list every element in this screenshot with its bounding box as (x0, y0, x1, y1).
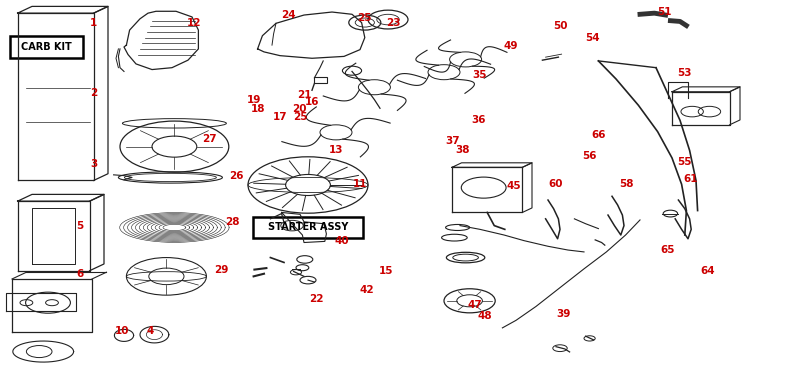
Text: 28: 28 (225, 217, 239, 227)
Text: 16: 16 (305, 97, 319, 106)
Text: 35: 35 (473, 70, 487, 80)
Text: 20: 20 (292, 104, 306, 114)
Text: 11: 11 (353, 179, 367, 189)
Text: 12: 12 (187, 18, 202, 27)
Text: 29: 29 (214, 265, 229, 275)
Text: 3: 3 (90, 159, 98, 168)
Text: STARTER ASSY: STARTER ASSY (268, 222, 348, 232)
Text: 10: 10 (114, 326, 129, 336)
Text: 6: 6 (76, 270, 84, 279)
Text: 61: 61 (683, 174, 698, 183)
Text: 18: 18 (251, 104, 266, 114)
Text: 39: 39 (556, 309, 570, 319)
Text: 23: 23 (386, 18, 401, 27)
Text: 64: 64 (700, 266, 714, 276)
Text: 53: 53 (678, 68, 692, 77)
Text: 19: 19 (247, 95, 262, 105)
Text: 55: 55 (677, 157, 691, 167)
Text: 27: 27 (202, 134, 217, 144)
Bar (314, 77, 327, 83)
Text: 65: 65 (661, 245, 675, 255)
Text: 48: 48 (478, 311, 492, 321)
Text: 36: 36 (471, 115, 486, 124)
Text: 2: 2 (90, 88, 98, 98)
Text: 13: 13 (329, 146, 343, 155)
Text: 25: 25 (294, 112, 308, 121)
Text: 47: 47 (467, 300, 482, 309)
Text: 26: 26 (229, 171, 243, 181)
Text: 60: 60 (549, 179, 563, 189)
Text: 40: 40 (334, 236, 349, 246)
Text: 25: 25 (358, 13, 372, 23)
Text: CARB KIT: CARB KIT (21, 42, 72, 52)
Text: 1: 1 (90, 18, 98, 27)
Text: 17: 17 (273, 112, 287, 121)
Text: 5: 5 (76, 221, 84, 230)
Text: 51: 51 (657, 7, 671, 17)
Text: 38: 38 (455, 145, 470, 155)
Text: 22: 22 (309, 294, 323, 304)
Text: 37: 37 (446, 136, 460, 146)
Text: 54: 54 (585, 33, 599, 42)
Text: 42: 42 (359, 285, 374, 294)
Text: 56: 56 (582, 151, 597, 161)
Text: 4: 4 (146, 326, 154, 336)
Text: 50: 50 (553, 21, 567, 31)
Text: 24: 24 (281, 10, 295, 20)
Text: 49: 49 (504, 41, 518, 51)
Text: 58: 58 (619, 179, 634, 189)
Text: 21: 21 (297, 90, 311, 100)
Text: 15: 15 (379, 266, 394, 276)
Text: 45: 45 (506, 181, 521, 191)
Text: 66: 66 (591, 130, 606, 140)
